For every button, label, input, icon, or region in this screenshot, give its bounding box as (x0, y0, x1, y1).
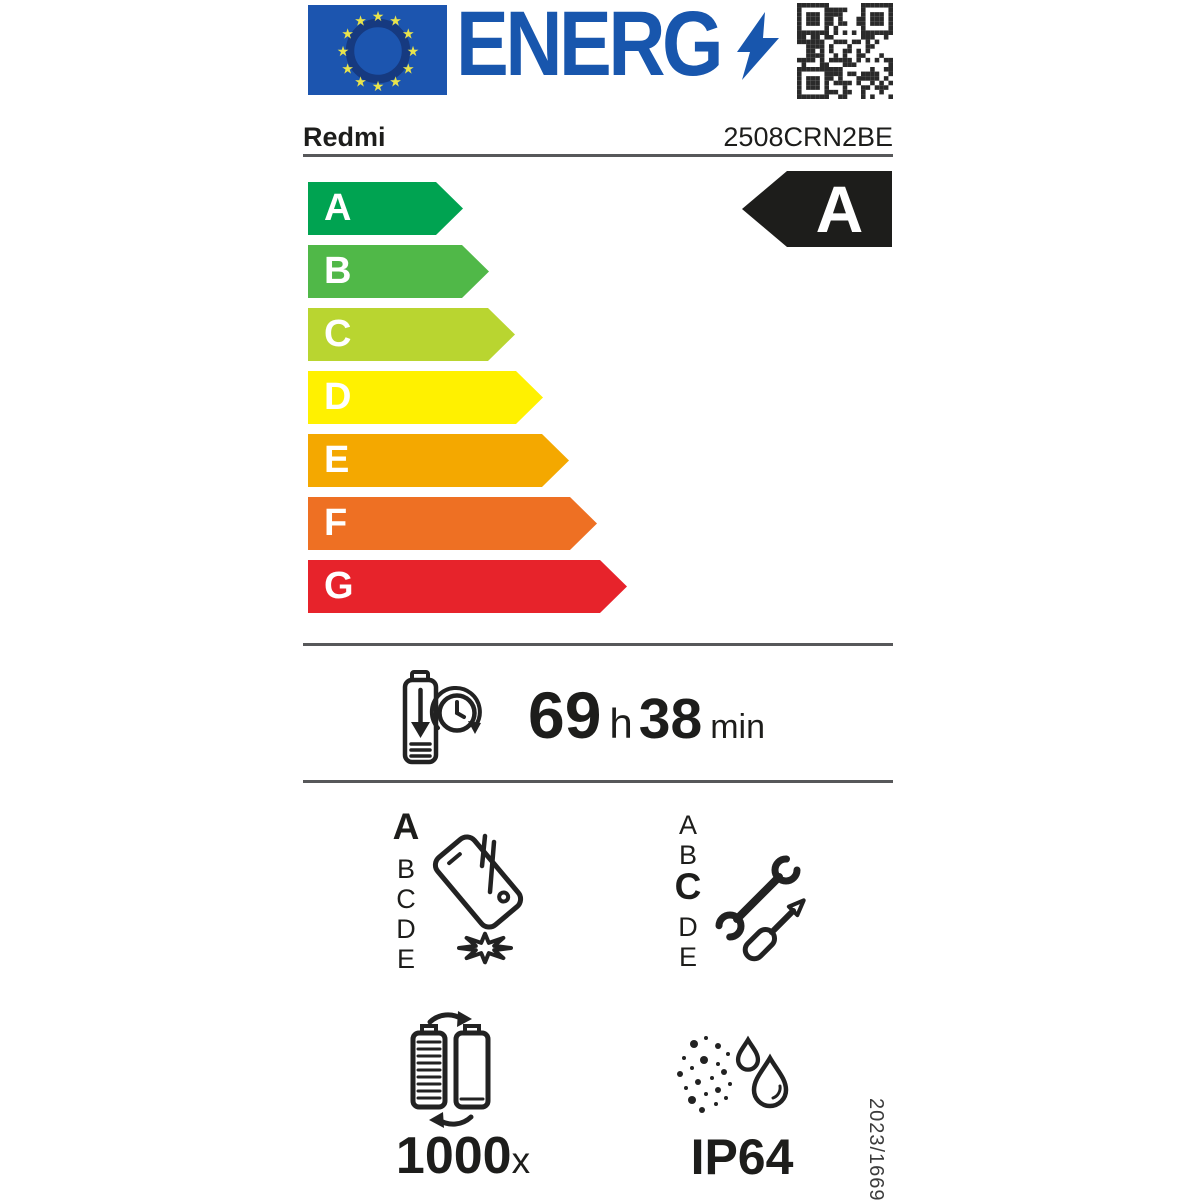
energy-class-scale: A B C D E F G (308, 182, 627, 623)
svg-text:★: ★ (389, 14, 402, 30)
cycles-number: 1000 (395, 1127, 512, 1185)
svg-text:★: ★ (337, 44, 350, 60)
svg-text:★: ★ (389, 74, 402, 90)
rated-class-indicator: A (742, 171, 892, 247)
repair-tools-icon (715, 855, 806, 962)
svg-text:★: ★ (407, 44, 420, 60)
class-letter: C (324, 313, 352, 355)
energ-logo-text: ENERG (456, 0, 724, 95)
brand-name: Redmi (303, 122, 386, 152)
svg-text:★: ★ (372, 9, 385, 25)
ip-rating-value: IP64 (690, 1129, 794, 1185)
class-arrow-a: A (308, 182, 463, 235)
class-arrow-d: D (308, 371, 543, 424)
scale-letter: E (396, 944, 415, 974)
class-letter: B (324, 250, 352, 292)
repairability-rating: C (674, 866, 702, 907)
divider (303, 154, 893, 157)
endurance-hours: 69 (528, 678, 602, 752)
scale-letter: C (396, 884, 416, 914)
svg-text:★: ★ (341, 62, 354, 78)
battery-endurance-value: 69 h 38 min (528, 682, 765, 752)
endurance-hours-unit: h (609, 700, 633, 747)
regulation-number: 2023/1669 (865, 1098, 887, 1200)
dust-water-icon (677, 1035, 789, 1113)
class-letter: E (324, 439, 350, 481)
svg-text:★: ★ (402, 27, 415, 43)
divider (303, 643, 893, 646)
scale-letter: E (678, 942, 697, 972)
scale-letter: D (678, 912, 698, 942)
endurance-minutes-unit: min (710, 708, 765, 746)
class-arrow-e: E (308, 434, 569, 487)
svg-text:★: ★ (341, 27, 354, 43)
lightning-bolt-icon (737, 12, 779, 80)
model-number: 2508CRN2BE (723, 122, 893, 152)
class-arrow-g: G (308, 560, 627, 613)
class-letter: F (324, 502, 348, 544)
scale-letter: B (396, 854, 415, 884)
battery-endurance-icon (402, 670, 482, 765)
divider (303, 780, 893, 783)
scale-letter: A (678, 810, 697, 840)
eu-flag-icon: ★ ★ ★★ ★★ ★★ ★★ ★★ (308, 5, 447, 95)
endurance-minutes: 38 (638, 687, 703, 751)
svg-text:★: ★ (354, 74, 367, 90)
class-letter: D (324, 376, 352, 418)
svg-text:★: ★ (372, 79, 385, 95)
svg-text:★: ★ (354, 14, 367, 30)
battery-cycles-icon (410, 1011, 491, 1128)
class-arrow-c: C (308, 308, 515, 361)
cycles-unit: x (511, 1140, 531, 1181)
scale-letter: D (396, 914, 416, 944)
class-arrow-f: F (308, 497, 597, 550)
repairability-scale: A B C D E (666, 810, 710, 972)
svg-text:★: ★ (402, 62, 415, 78)
scale-letter: B (678, 840, 697, 870)
qr-code (797, 3, 893, 99)
class-letter: G (324, 565, 354, 607)
class-letter: A (324, 187, 352, 229)
class-arrow-b: B (308, 245, 489, 298)
phone-drop-icon (432, 833, 524, 965)
drop-resistance-scale: A B C D E (384, 806, 428, 974)
drop-resistance-rating: A (392, 806, 420, 847)
battery-cycles-value: 1000x (388, 1126, 538, 1186)
